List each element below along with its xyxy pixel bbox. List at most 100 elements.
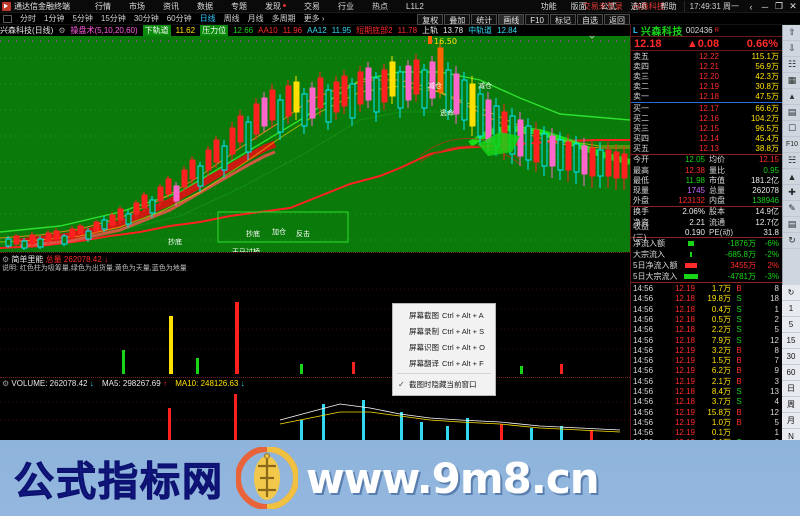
rail-period-month[interactable]: 月 [782,413,800,429]
bid-row-4[interactable]: 买四 12.14 45.4万 [631,134,782,144]
subpanel1-gear-icon[interactable]: ⚙ [2,255,10,264]
trend-icon[interactable]: ▴ [783,89,800,105]
scroll-down-icon[interactable]: ⇩ [783,41,800,57]
menu-item-zhuanti[interactable]: 专题 [231,1,247,11]
ask-row-1[interactable]: 卖一 12.18 47.5万 [631,92,782,102]
ask-row-4[interactable]: 卖四 12.21 56.9万 [631,61,782,71]
bid-price-2: 12.16 [698,113,719,123]
ind-aa12-label: AA12 [307,26,327,35]
period-more[interactable]: 更多 › [303,14,325,23]
fire-icon[interactable]: ▲ [783,169,800,185]
ask-row-3[interactable]: 卖三 12.20 42.3万 [631,71,782,81]
subpanel1-chart[interactable] [0,274,630,374]
subpanel2-gear-icon[interactable]: ⚙ [2,379,10,388]
quote-title-row[interactable]: L 兴森科技 002436 R [631,25,782,38]
tick-time: 14:56 [633,294,654,304]
settings-gear-icon[interactable]: ⚙ [58,26,66,35]
menu-item-hangye[interactable]: 行业 [338,1,354,11]
scroll-up-icon[interactable]: ⇧ [783,25,800,41]
menu-item-l1l2[interactable]: L1L2 [406,1,424,11]
menu-item-shichang[interactable]: 市场 [129,1,145,11]
menu-item-bangzhu[interactable]: 帮助 [660,2,677,11]
menu-item-hangqing[interactable]: 行情 [95,1,111,11]
panel-divider-2 [0,377,630,378]
menu-item-banmian[interactable]: 版面 [570,2,587,11]
tick-vol: 1.7万 [711,284,731,294]
button-fuquan[interactable]: 复权 [417,13,444,25]
menu-item-jiaoyi[interactable]: 交易 [304,1,320,11]
bid-row-3[interactable]: 买三 12.15 96.5万 [631,123,782,133]
ask-row-2[interactable]: 卖二 12.19 30.8万 [631,82,782,92]
menu-item-screenrecord[interactable]: 屏幕录制 Ctrl + Alt + S [393,323,495,339]
bid-row-1[interactable]: 买一 12.17 66.6万 [631,103,782,113]
period-15min[interactable]: 15分钟 [100,14,126,23]
menu-item-hide-window[interactable]: ✓ 截图时隐藏当前窗口 [393,376,495,392]
period-weekly[interactable]: 周线 [223,14,240,23]
rail-period-day[interactable]: 日 [782,381,800,397]
menu-item-screenshot[interactable]: 屏幕截图 Ctrl + Alt + A [393,307,495,323]
bid-row-2[interactable]: 买二 12.16 104.2万 [631,113,782,123]
button-f10[interactable]: F10 [525,13,549,25]
period-60min[interactable]: 60分钟 [166,14,192,23]
rail-period-week[interactable]: 周 [782,397,800,413]
tick-time: 14:56 [633,335,654,345]
menu-item-gongneng[interactable]: 功能 [540,2,557,11]
close-icon[interactable]: ✕ [789,1,797,11]
ask-row-5[interactable]: 卖五 12.22 115.1万 [631,51,782,61]
subpanel2-chart[interactable] [0,390,630,440]
move-icon[interactable]: ✚ [783,185,800,201]
pen-icon[interactable]: ✎ [783,201,800,217]
restore-icon[interactable]: ❐ [774,1,784,11]
rail-period-60[interactable]: 60 [782,365,800,381]
main-candlestick-chart[interactable]: 减仓 减仓 逃命 抄底 抄底 加仓 天马过桥 反击 16.50 16.00 15… [0,36,630,252]
calendar-icon[interactable]: ☵ [783,153,800,169]
refresh-icon[interactable]: ↻ [783,233,800,249]
rail-period-15[interactable]: 15 [782,333,800,349]
bid-vol-3: 96.5万 [755,123,779,133]
period-1min[interactable]: 1分钟 [44,14,65,23]
menu-item-xuanxiang[interactable]: 选项 [630,2,647,11]
tick-vol: 0.5万 [711,314,731,324]
bid-row-5[interactable]: 买五 12.13 38.8万 [631,144,782,154]
rail-period-refresh-icon[interactable]: ↻ [782,285,800,301]
period-30min[interactable]: 30分钟 [133,14,159,23]
chart-icon[interactable]: ☷ [783,57,800,73]
quote-tick-list[interactable]: 14:56 12.19 1.7万 B 8 14:56 12.18 19.8万 S… [631,283,782,448]
menu-item-screentranslate[interactable]: 屏幕翻译 Ctrl + Alt + F [393,355,495,371]
period-monthly[interactable]: 月线 [247,14,264,23]
stat-value-marketcap: 181.2亿 [750,175,779,185]
button-biaoji[interactable]: 标记 [550,13,576,25]
period-fenshi[interactable]: 分时 [20,14,36,23]
button-diejia[interactable]: 叠加 [444,13,471,25]
menu-item-screenocr-label: 屏幕识图 [409,342,439,352]
menu-item-faxian[interactable]: 发现 [256,1,295,12]
flow-label-block5d: 5日大宗流入 [633,272,678,282]
menu-item-gongshi[interactable]: 公式 [600,2,617,11]
bar-icon[interactable]: ▤ [783,105,800,121]
back-icon[interactable]: ‹ [749,1,753,12]
period-multi[interactable]: 多周期 [271,14,296,23]
button-tongji[interactable]: 统计 [471,13,498,25]
panel-toggle-icon[interactable] [3,14,12,23]
f10-icon[interactable]: F10 [783,137,800,153]
period-daily[interactable]: 日线 [199,14,216,23]
panel-icon[interactable]: ☐ [783,121,800,137]
menu-item-zixun[interactable]: 资讯 [163,1,179,11]
menu-item-redian[interactable]: 热点 [372,1,388,11]
button-fanhui[interactable]: 返回 [604,13,630,25]
rail-period-1[interactable]: 1 [782,301,800,317]
grid-icon[interactable]: ▦ [783,73,800,89]
tick-price: 12.19 [674,376,695,386]
rail-period-5[interactable]: 5 [782,317,800,333]
button-zixuan[interactable]: 自选 [577,13,603,25]
button-huaxian[interactable]: 画线 [498,13,525,25]
tick-row: 14:56 12.19 3.2万 B 8 [631,345,782,355]
menu-item-shuju[interactable]: 数据 [197,1,213,11]
formula-label[interactable]: 操盘术(5,10,20,60) [70,26,138,35]
stat-row-low: 最低 11.98 市值 181.2亿 [631,175,782,185]
rail-period-30[interactable]: 30 [782,349,800,365]
minimize-icon[interactable]: ─ [761,1,769,12]
menu-item-screenocr[interactable]: 屏幕识图 Ctrl + Alt + O [393,339,495,355]
period-5min[interactable]: 5分钟 [72,14,93,23]
table-icon[interactable]: ▤ [783,217,800,233]
